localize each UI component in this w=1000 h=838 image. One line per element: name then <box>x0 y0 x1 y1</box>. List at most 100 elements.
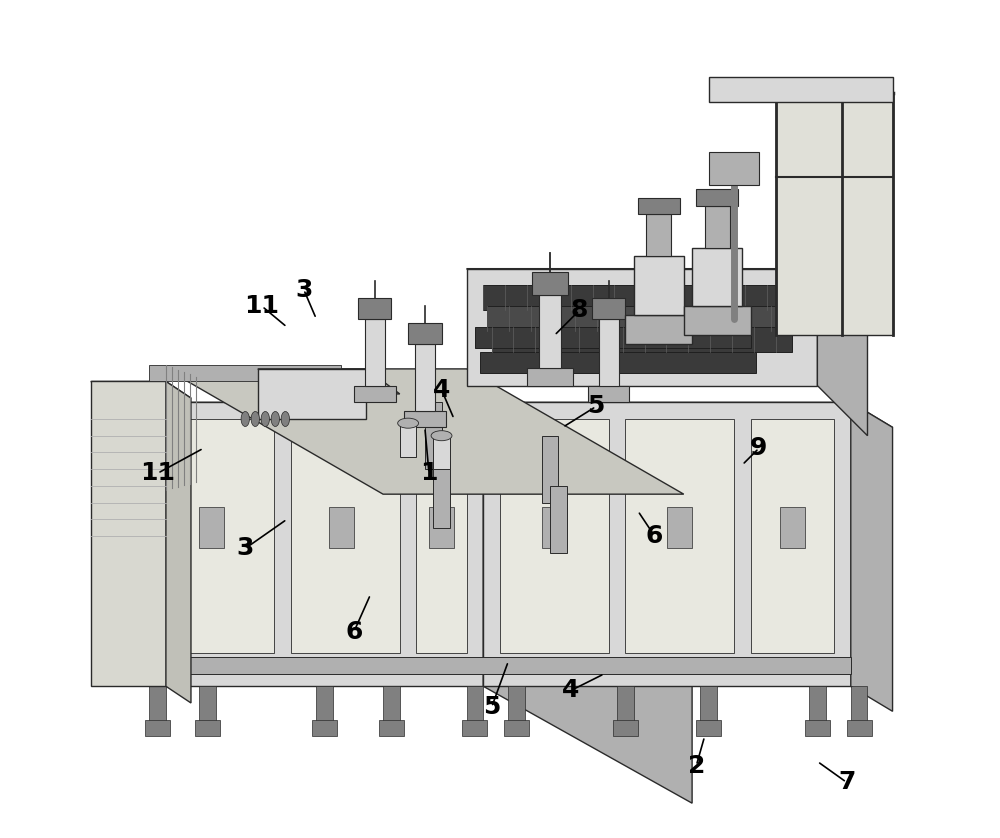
Bar <box>542 436 558 503</box>
Bar <box>617 686 634 728</box>
Bar <box>809 686 826 728</box>
Bar <box>462 720 487 737</box>
Bar <box>408 323 442 344</box>
Bar <box>312 720 337 737</box>
Bar <box>400 423 416 457</box>
Bar <box>329 507 354 548</box>
Bar <box>696 189 738 206</box>
Bar <box>316 686 333 728</box>
Bar <box>354 385 396 402</box>
Polygon shape <box>416 419 467 653</box>
Polygon shape <box>483 402 893 520</box>
Text: 1: 1 <box>420 461 438 485</box>
Text: 8: 8 <box>571 298 588 323</box>
Bar <box>365 318 385 385</box>
Bar <box>709 152 759 185</box>
Bar <box>379 720 404 737</box>
Bar <box>638 198 680 215</box>
Polygon shape <box>258 369 400 394</box>
Bar <box>550 486 567 552</box>
Polygon shape <box>258 369 366 419</box>
Polygon shape <box>851 402 893 711</box>
Text: 5: 5 <box>587 395 605 418</box>
Text: 3: 3 <box>237 536 254 561</box>
Bar <box>145 720 170 737</box>
Bar <box>199 686 216 728</box>
Bar <box>504 720 529 737</box>
Polygon shape <box>776 93 893 335</box>
Polygon shape <box>467 269 817 385</box>
Bar <box>425 402 442 469</box>
Polygon shape <box>483 286 784 310</box>
Bar <box>149 686 166 728</box>
Polygon shape <box>166 369 684 494</box>
Polygon shape <box>291 419 400 653</box>
Bar <box>847 720 872 737</box>
Text: 11: 11 <box>140 461 175 485</box>
Polygon shape <box>480 352 756 373</box>
Polygon shape <box>91 381 166 686</box>
Polygon shape <box>149 365 341 381</box>
Polygon shape <box>817 269 867 436</box>
Bar <box>692 248 742 306</box>
Text: 4: 4 <box>562 679 580 702</box>
Bar <box>195 720 220 737</box>
Bar <box>588 385 629 402</box>
Polygon shape <box>475 327 751 348</box>
Polygon shape <box>483 402 692 803</box>
Bar <box>700 686 717 728</box>
Bar <box>433 436 450 469</box>
Bar <box>542 507 567 548</box>
Text: 6: 6 <box>345 620 363 644</box>
Bar <box>625 314 692 344</box>
Bar <box>851 686 867 728</box>
Text: 11: 11 <box>244 294 279 318</box>
Ellipse shape <box>271 411 280 427</box>
Polygon shape <box>500 419 609 653</box>
Text: 4: 4 <box>433 378 450 401</box>
Bar <box>532 272 568 294</box>
Bar <box>433 461 450 528</box>
Bar <box>199 507 224 548</box>
Polygon shape <box>487 306 788 331</box>
Bar <box>705 206 730 248</box>
Text: 5: 5 <box>483 696 500 719</box>
Bar <box>696 720 721 737</box>
Polygon shape <box>467 269 867 318</box>
Polygon shape <box>625 419 734 653</box>
Ellipse shape <box>431 431 452 441</box>
Text: 2: 2 <box>688 753 705 778</box>
Polygon shape <box>91 381 191 398</box>
Bar <box>467 686 483 728</box>
Bar <box>780 507 805 548</box>
Ellipse shape <box>251 411 259 427</box>
Bar <box>539 294 561 368</box>
Ellipse shape <box>398 418 419 428</box>
Polygon shape <box>751 419 834 653</box>
Bar <box>684 306 751 335</box>
Text: 3: 3 <box>295 277 312 302</box>
Bar <box>429 507 454 548</box>
Bar <box>592 297 625 318</box>
Polygon shape <box>166 419 274 653</box>
Polygon shape <box>483 402 851 686</box>
Ellipse shape <box>281 411 290 427</box>
Ellipse shape <box>261 411 269 427</box>
Polygon shape <box>149 402 692 520</box>
Bar <box>527 368 573 386</box>
Polygon shape <box>492 327 792 352</box>
Ellipse shape <box>241 411 249 427</box>
Bar <box>508 686 525 728</box>
Bar <box>383 686 400 728</box>
Bar <box>415 344 435 411</box>
Bar <box>805 720 830 737</box>
Bar <box>404 411 446 427</box>
Polygon shape <box>166 381 191 703</box>
Bar <box>613 720 638 737</box>
Text: 6: 6 <box>646 524 663 548</box>
Text: 9: 9 <box>750 437 768 460</box>
Bar <box>646 215 671 256</box>
Polygon shape <box>149 402 483 686</box>
Bar <box>599 318 619 385</box>
Polygon shape <box>709 76 893 101</box>
